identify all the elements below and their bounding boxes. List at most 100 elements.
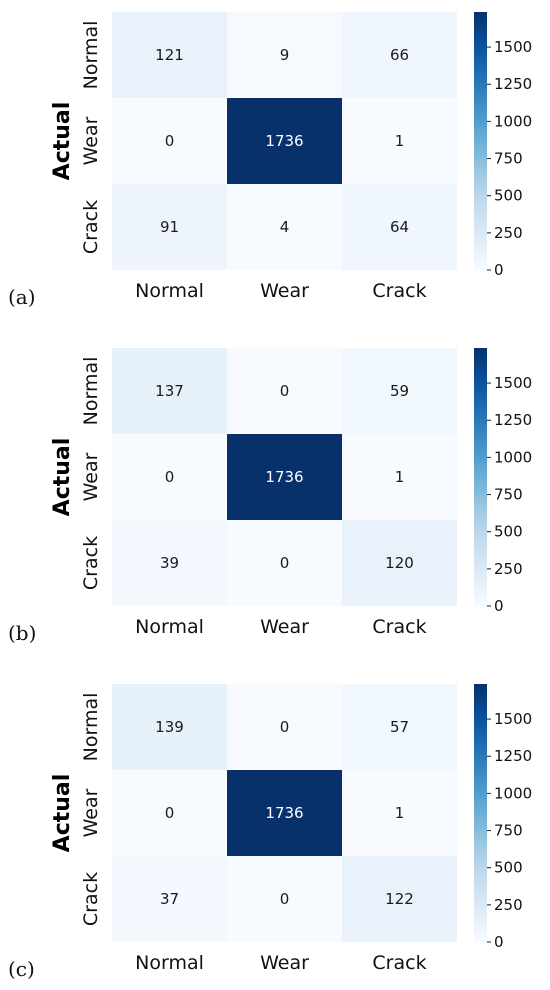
cell-value-label: 1736 <box>265 804 303 822</box>
cell-value-label: 121 <box>155 46 184 64</box>
cell-value-label: 0 <box>280 382 290 400</box>
cell-value-label: 39 <box>160 554 179 572</box>
cell-value-label: 1736 <box>265 132 303 150</box>
heatmap-cell <box>112 684 227 770</box>
cell-value-label: 139 <box>155 718 184 736</box>
heatmap-cell <box>227 434 342 520</box>
x-tick-label: Normal <box>135 280 204 302</box>
cell-value-label: 1 <box>395 468 405 486</box>
cell-value-label: 0 <box>280 890 290 908</box>
y-axis-title: Actual <box>50 102 75 181</box>
heatmap-cell <box>342 348 457 434</box>
cell-value-label: 9 <box>280 46 290 64</box>
y-tick-label: Crack <box>80 536 102 590</box>
colorbar-tick-label: 250 <box>494 560 523 578</box>
colorbar-tick-label: 1000 <box>494 112 532 130</box>
cell-value-label: 0 <box>165 804 175 822</box>
y-tick-label: Normal <box>80 693 102 762</box>
colorbar-tick-label: 1500 <box>494 38 532 56</box>
y-tick-label: Crack <box>80 200 102 254</box>
colorbar-tick-label: 1000 <box>494 448 532 466</box>
heatmap-cell <box>227 98 342 184</box>
heatmap-cell <box>227 770 342 856</box>
colorbar-tick-label: 1250 <box>494 411 532 429</box>
colorbar-tick-label: 1250 <box>494 75 532 93</box>
cell-value-label: 1736 <box>265 468 303 486</box>
colorbar-tick-label: 1000 <box>494 784 532 802</box>
cell-value-label: 0 <box>165 468 175 486</box>
x-tick-label: Normal <box>135 952 204 974</box>
heatmap-cell <box>227 184 342 270</box>
heatmap-cell <box>227 348 342 434</box>
heatmap-cell <box>112 434 227 520</box>
heatmap-cell <box>227 684 342 770</box>
y-tick-label: Wear <box>80 452 102 501</box>
colorbar-tick-label: 1500 <box>494 374 532 392</box>
heatmap-cell <box>342 520 457 606</box>
heatmap-cell <box>227 520 342 606</box>
colorbar-tick-label: 500 <box>494 523 523 541</box>
heatmap-cell <box>112 12 227 98</box>
cell-value-label: 4 <box>280 218 290 236</box>
heatmap-cell <box>112 770 227 856</box>
heatmap-cell <box>342 184 457 270</box>
heatmap-cell <box>227 856 342 942</box>
cell-value-label: 57 <box>390 718 409 736</box>
cell-value-label: 37 <box>160 890 179 908</box>
heatmap-cell <box>112 184 227 270</box>
cell-value-label: 0 <box>280 718 290 736</box>
x-tick-label: Crack <box>372 616 426 638</box>
heatmap-cell <box>342 12 457 98</box>
confusion-matrix-panel: 137 0 59 0 1736 1 39 0 120 Normal Wear Crack Normal W… <box>8 348 532 645</box>
x-tick-label: Wear <box>260 616 309 638</box>
cell-value-label: 1 <box>395 132 405 150</box>
y-axis-title: Actual <box>50 774 75 853</box>
confusion-matrix-panel: 139 0 57 0 1736 1 37 0 122 Normal Wear Crack Normal W… <box>8 684 532 981</box>
x-tick-label: Crack <box>372 280 426 302</box>
cell-value-label: 59 <box>390 382 409 400</box>
colorbar-tick-label: 0 <box>494 261 504 279</box>
colorbar-tick-label: 750 <box>494 822 523 840</box>
heatmap-cell <box>112 856 227 942</box>
colorbar <box>474 348 487 606</box>
heatmap-cell <box>227 12 342 98</box>
cell-value-label: 137 <box>155 382 184 400</box>
cell-value-label: 64 <box>390 218 409 236</box>
colorbar-tick-label: 500 <box>494 187 523 205</box>
heatmap-cell <box>342 770 457 856</box>
y-tick-label: Wear <box>80 788 102 837</box>
cell-value-label: 120 <box>385 554 414 572</box>
heatmap-cell <box>342 98 457 184</box>
x-tick-label: Normal <box>135 616 204 638</box>
x-tick-label: Crack <box>372 952 426 974</box>
heatmap-cell <box>342 434 457 520</box>
heatmap-cell <box>342 684 457 770</box>
colorbar <box>474 12 487 270</box>
cell-value-label: 1 <box>395 804 405 822</box>
cell-value-label: 0 <box>165 132 175 150</box>
y-tick-label: Wear <box>80 116 102 165</box>
y-tick-label: Normal <box>80 21 102 90</box>
x-tick-label: Wear <box>260 952 309 974</box>
heatmap-cell <box>112 98 227 184</box>
heatmap-cell <box>112 520 227 606</box>
panel-label: (a) <box>8 285 36 309</box>
colorbar-tick-label: 1250 <box>494 747 532 765</box>
panel-label: (c) <box>8 957 35 981</box>
heatmap-cell <box>342 856 457 942</box>
y-tick-label: Crack <box>80 872 102 926</box>
cell-value-label: 122 <box>385 890 414 908</box>
x-tick-label: Wear <box>260 280 309 302</box>
cell-value-label: 0 <box>280 554 290 572</box>
colorbar-tick-label: 0 <box>494 597 504 615</box>
colorbar-tick-label: 750 <box>494 150 523 168</box>
colorbar-tick-label: 1500 <box>494 710 532 728</box>
confusion-matrix-panel: 121 9 66 0 1736 1 91 4 64 Normal Wear Crack Normal We… <box>8 12 532 309</box>
heatmap-cell <box>112 348 227 434</box>
cell-value-label: 66 <box>390 46 409 64</box>
cell-value-label: 91 <box>160 218 179 236</box>
colorbar <box>474 684 487 942</box>
y-axis-title: Actual <box>50 438 75 517</box>
colorbar-tick-label: 500 <box>494 859 523 877</box>
